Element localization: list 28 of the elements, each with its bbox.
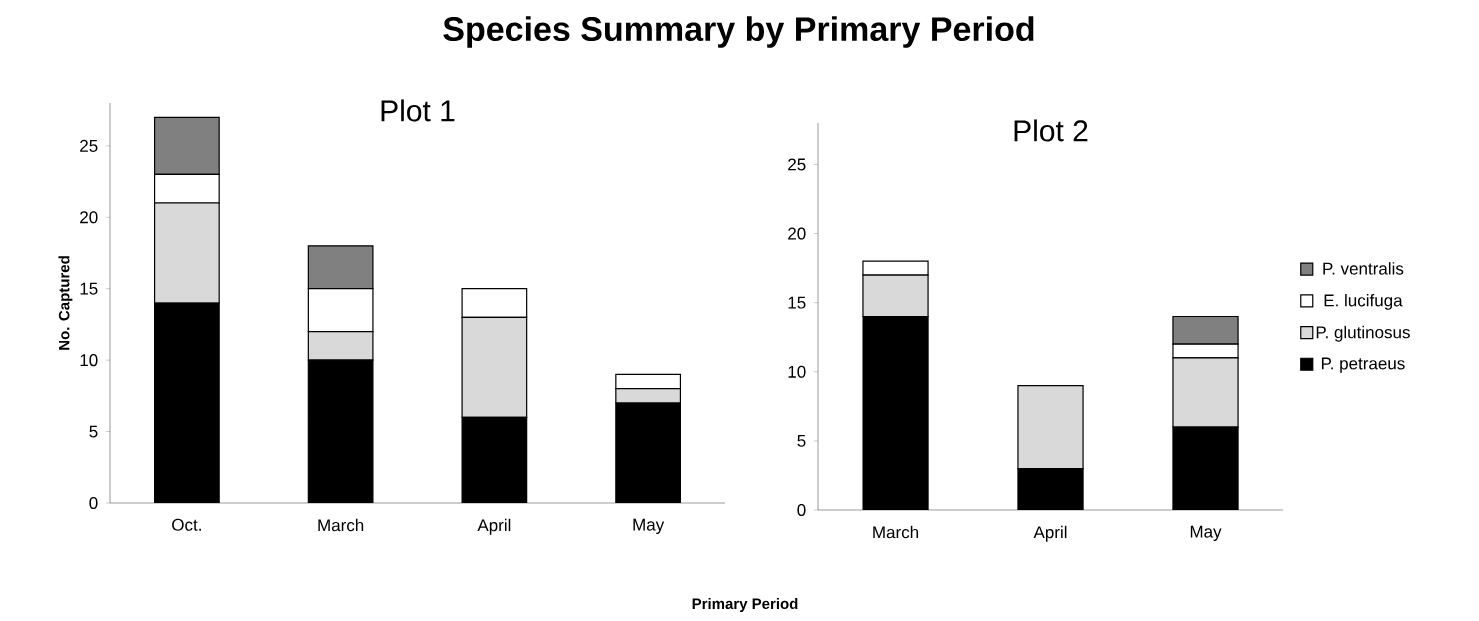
y-tick-label: 5 (89, 425, 98, 438)
y-tick-label: 0 (797, 503, 806, 517)
x-tick-label: May (1190, 525, 1222, 542)
y-tick-label: 0 (89, 496, 98, 510)
x-tick-label: Oct. (172, 518, 201, 531)
chart-subtitle: Plot 1 (381, 99, 455, 122)
chart-subtitle: Plot 2 (1014, 119, 1088, 142)
x-axis-title: Primary Period (692, 598, 798, 612)
x-tick-label: March (873, 525, 919, 539)
y-tick-label: 25 (80, 139, 98, 152)
y-tick-label: 20 (788, 227, 806, 240)
y-tick-label: 15 (788, 296, 806, 309)
x-tick-label: April (1033, 525, 1067, 542)
y-tick-label: 10 (80, 354, 98, 367)
legend-label: P. glutinosus (1316, 325, 1410, 342)
y-tick-label: 5 (797, 434, 806, 447)
y-tick-label: 15 (80, 282, 98, 295)
y-tick-label: 20 (80, 211, 98, 224)
legend-label: P. petraeus (1321, 357, 1405, 373)
y-tick-label: 25 (788, 158, 806, 171)
chart-title: Species Summary by Primary Period (443, 16, 1034, 48)
x-tick-label: May (633, 518, 665, 535)
legend-label: E. lucifuga (1324, 294, 1403, 310)
x-tick-label: March (318, 518, 364, 532)
y-tick-label: 10 (788, 365, 806, 378)
y-axis-title: No. Captured (58, 256, 73, 350)
x-tick-label: April (477, 518, 511, 535)
legend-label: P. ventralis (1323, 262, 1404, 275)
